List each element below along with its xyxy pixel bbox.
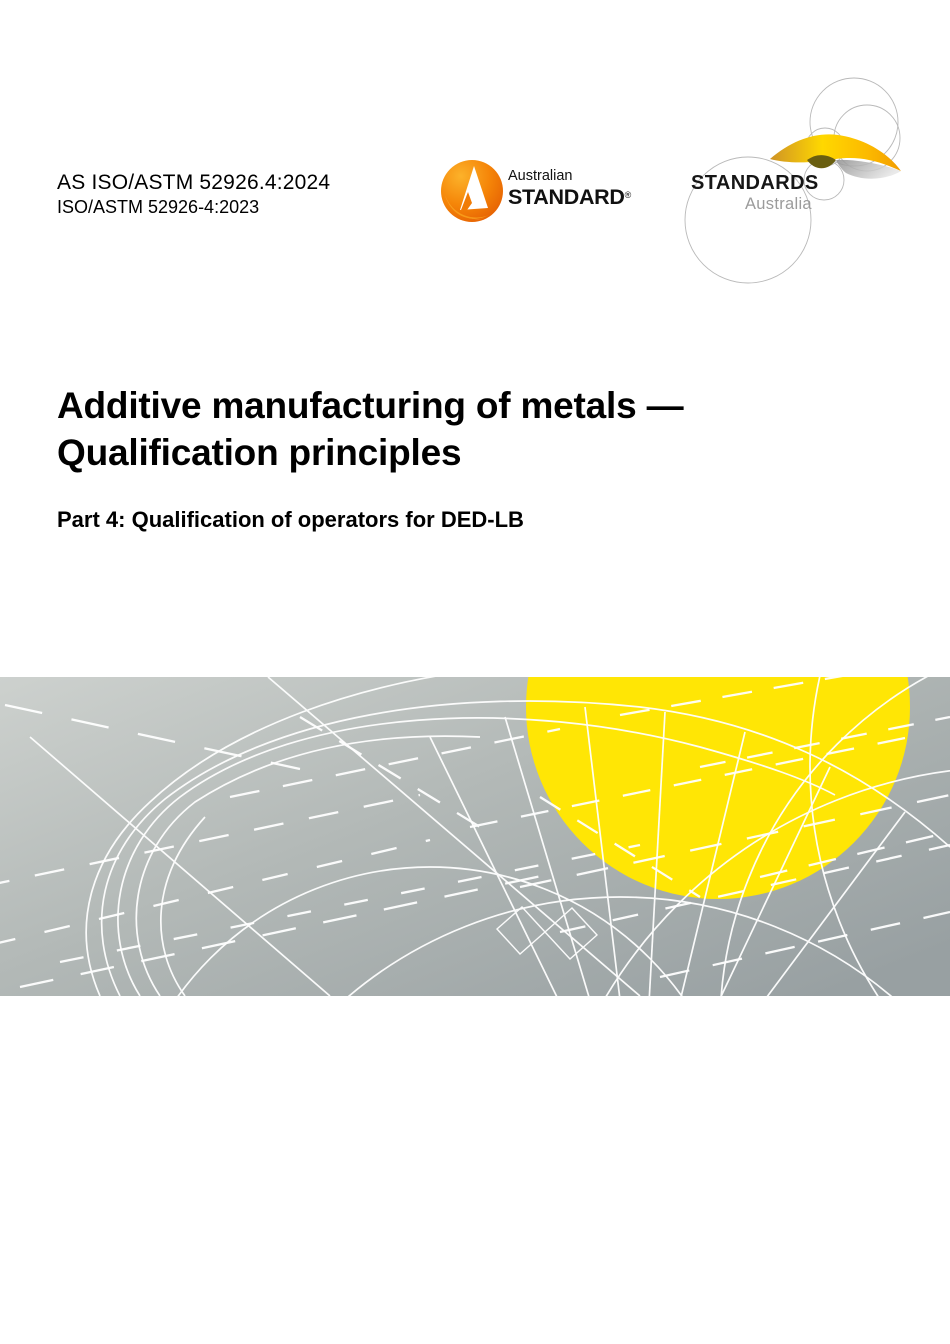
registered-trademark-symbol: ®: [624, 190, 632, 200]
australian-standard-wordmark: Australian STANDARD®: [508, 168, 631, 208]
australian-standard-mark-icon: [440, 159, 504, 223]
australian-standard-word-top: Australian: [508, 168, 573, 184]
standards-australia-word-bottom: Australia: [745, 195, 812, 213]
document-subtitle: Part 4: Qualification of operators for D…: [57, 507, 524, 532]
designation-secondary: ISO/ASTM 52926-4:2023: [57, 197, 260, 217]
document-title: Additive manufacturing of metals — Quali…: [57, 385, 684, 473]
australian-standard-logo: Australian STANDARD®: [440, 159, 640, 225]
banner-yellow-circle: [526, 677, 910, 899]
designation-primary: AS ISO/ASTM 52926.4:2024: [57, 171, 331, 194]
australian-standard-word-bottom: STANDARD®: [508, 185, 632, 209]
doc-designation: AS ISO/ASTM 52926.4:2024 ISO/ASTM 52926-…: [57, 170, 330, 218]
standards-australia-word-top: STANDARDS: [691, 172, 819, 194]
standards-australia-swirl-icon: [684, 77, 901, 284]
cover-banner-artwork: [0, 677, 950, 996]
standards-australia-logo: STANDARDS Australia: [670, 60, 940, 295]
banner-line-art: [0, 677, 950, 996]
